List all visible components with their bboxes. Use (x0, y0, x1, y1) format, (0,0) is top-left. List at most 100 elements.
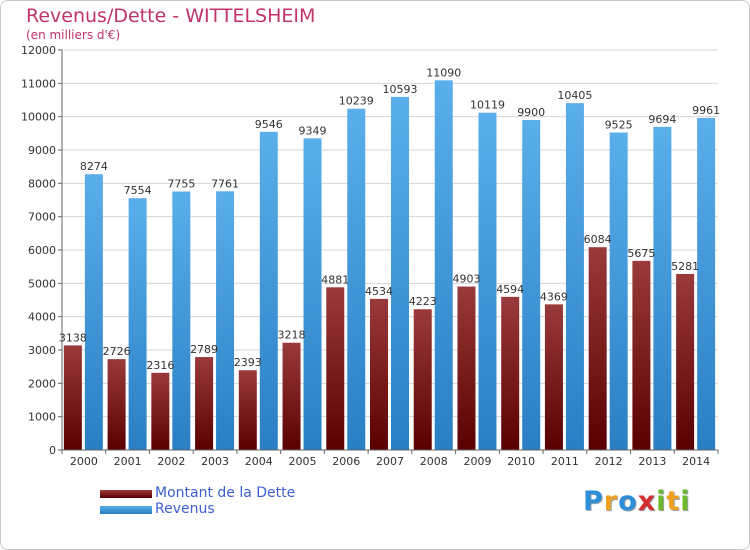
logo-letter: P (583, 486, 604, 517)
legend-item-revenus: Revenus (100, 501, 360, 518)
legend-label-revenus: Revenus (155, 501, 215, 517)
data-label-revenus: 10405 (557, 89, 592, 102)
data-label-dette: 4534 (365, 285, 393, 298)
chart-title: Revenus/Dette - WITTELSHEIM (26, 5, 316, 27)
bar-dette (370, 298, 388, 450)
y-tick-label: 4000 (28, 311, 56, 324)
bar-revenus (128, 198, 147, 450)
y-tick-label: 3000 (28, 344, 56, 357)
data-labels: 3138 8274 2726 7554 2316 7755 2789 7761 2393 9546… (59, 66, 720, 371)
data-label-dette: 5281 (671, 260, 699, 273)
x-tick-label: 2007 (376, 455, 404, 468)
bar-dette (588, 247, 607, 450)
x-tick-label: 2002 (157, 455, 185, 468)
x-tick-label: 2010 (507, 455, 535, 468)
x-tick-label: 2012 (595, 455, 623, 468)
x-tick-label: 2004 (245, 455, 273, 468)
y-tick-label: 10000 (21, 111, 56, 124)
bar-revenus (609, 132, 628, 450)
x-tick-label: 2005 (289, 455, 317, 468)
data-label-dette: 3218 (278, 329, 306, 342)
bar-revenus (84, 174, 103, 450)
x-tick-label: 2011 (551, 455, 579, 468)
bar-revenus (565, 103, 584, 451)
bar-dette (501, 296, 520, 450)
data-label-revenus: 10593 (383, 83, 418, 96)
legend-item-dette: Montant de la Dette (100, 485, 360, 502)
data-label-dette: 2393 (234, 356, 262, 369)
bar-revenus (303, 138, 322, 450)
bar-dette (544, 304, 563, 450)
y-tick-label: 5000 (28, 277, 56, 290)
data-label-revenus: 9546 (255, 118, 283, 131)
x-tick-label: 2008 (420, 455, 448, 468)
data-label-dette: 3138 (59, 331, 87, 344)
y-tick-label: 8000 (28, 177, 56, 190)
bars (63, 80, 716, 451)
bar-dette (238, 370, 257, 450)
logo-letter: i (680, 486, 691, 517)
data-label-revenus: 7554 (124, 184, 152, 197)
x-tick-label: 2006 (332, 455, 360, 468)
bar-dette (63, 345, 82, 450)
bar-dette (282, 342, 301, 450)
bar-dette (151, 372, 170, 450)
logo-letter: o (618, 486, 638, 517)
data-label-revenus: 7761 (211, 177, 239, 190)
bar-dette (195, 357, 214, 450)
y-tick-label: 7000 (28, 211, 56, 224)
logo-letter: t (666, 486, 681, 517)
data-label-dette: 4881 (321, 273, 349, 286)
data-label-dette: 4223 (409, 295, 437, 308)
data-label-revenus: 8274 (80, 160, 108, 173)
y-tick-label: 11000 (21, 77, 56, 90)
bar-revenus (347, 108, 366, 450)
data-label-revenus: 9900 (517, 106, 545, 119)
bar-revenus (697, 117, 716, 450)
data-label-revenus: 11090 (426, 66, 461, 79)
bar-revenus (216, 191, 235, 451)
bar-dette (326, 287, 345, 450)
legend: Montant de la Dette Revenus (100, 485, 360, 518)
data-label-dette: 4903 (452, 273, 480, 286)
bar-dette (413, 309, 432, 450)
bar-revenus (434, 80, 453, 450)
y-tick-label: 2000 (28, 377, 56, 390)
logo-letter: x (637, 486, 657, 517)
bar-revenus (391, 96, 409, 451)
proxiti-logo: Proxiti (583, 486, 691, 517)
data-label-revenus: 10119 (470, 99, 505, 112)
bar-dette (676, 273, 695, 450)
bar-dette (107, 359, 126, 450)
x-tick-label: 2014 (682, 455, 710, 468)
chart-subtitle: (en milliers d'€) (26, 28, 121, 42)
bar-revenus (653, 126, 672, 450)
data-label-dette: 6084 (584, 233, 612, 246)
data-label-dette: 2789 (190, 343, 218, 356)
bar-revenus (522, 120, 541, 450)
bar-revenus (259, 131, 278, 451)
data-label-dette: 2726 (103, 345, 131, 358)
data-label-dette: 4369 (540, 290, 568, 303)
data-label-revenus: 9694 (648, 113, 676, 126)
data-label-revenus: 10239 (339, 95, 374, 108)
bar-dette (632, 260, 651, 450)
legend-label-dette: Montant de la Dette (155, 485, 296, 501)
x-tick-label: 2003 (201, 455, 229, 468)
legend-swatch-dette (100, 490, 152, 498)
data-label-dette: 5675 (627, 247, 655, 260)
data-label-dette: 4594 (496, 283, 524, 296)
x-tick-label: 2009 (463, 455, 491, 468)
x-tick-label: 2013 (638, 455, 666, 468)
bar-dette (457, 286, 476, 450)
bar-revenus (172, 191, 191, 450)
y-tick-label: 1000 (28, 411, 56, 424)
y-tick-label: 0 (49, 444, 56, 457)
y-tick-label: 6000 (28, 244, 56, 257)
logo-letter: i (656, 486, 667, 517)
data-label-revenus: 9349 (299, 124, 327, 137)
legend-swatch-revenus (100, 506, 152, 514)
logo-letter: r (603, 486, 619, 517)
x-tick-label: 2001 (114, 455, 142, 468)
